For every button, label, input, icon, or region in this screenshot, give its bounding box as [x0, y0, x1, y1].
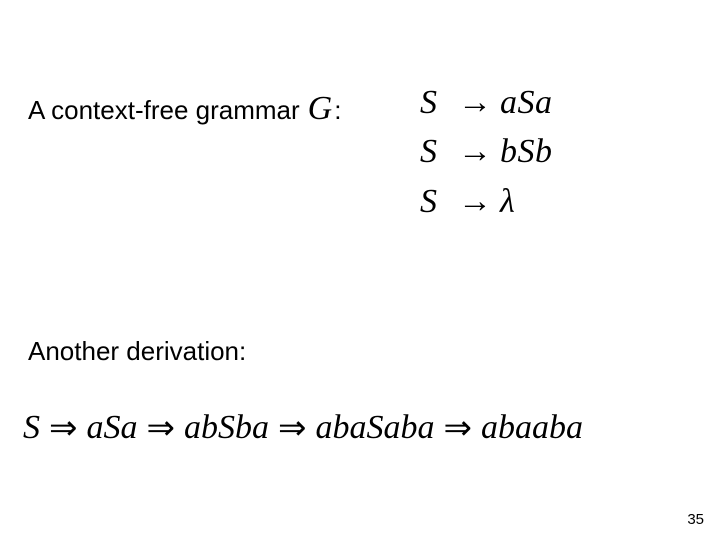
rule-lhs: S: [420, 78, 450, 127]
deriv-step: abaaba: [481, 409, 583, 447]
double-arrow-icon: ⇒: [49, 408, 78, 448]
derivation: S ⇒ aSa ⇒ abSba ⇒ abaSaba ⇒ abaaba: [20, 408, 720, 448]
page-number: 35: [687, 511, 704, 528]
grammar-symbol: G: [308, 90, 333, 128]
rule-lhs: S: [420, 127, 450, 176]
rule-rhs-text: aSa: [500, 84, 553, 121]
grammar-rules: S → aSa S → bSb S → λ: [420, 78, 553, 226]
rule-rhs: aSa: [500, 78, 553, 127]
arrow-icon: →: [450, 127, 500, 176]
deriv-step: abaSaba: [316, 409, 435, 447]
double-arrow-icon: ⇒: [444, 408, 473, 448]
intro-text: A context-free grammar: [28, 95, 300, 126]
rule-rhs: bSb: [500, 127, 553, 176]
rule-lhs: S: [420, 177, 450, 226]
another-derivation-label: Another derivation:: [28, 336, 246, 367]
arrow-icon: →: [450, 177, 500, 226]
deriv-step: aSa: [87, 409, 138, 447]
rule-3: S → λ: [420, 177, 553, 226]
intro-colon: :: [334, 95, 341, 126]
rule-rhs: λ: [500, 177, 515, 226]
deriv-step: abSba: [184, 409, 269, 447]
double-arrow-icon: ⇒: [147, 408, 176, 448]
rule-rhs-text: bSb: [500, 133, 553, 170]
rule-1: S → aSa: [420, 78, 553, 127]
intro-line: A context-free grammar G :: [28, 90, 341, 128]
rule-2: S → bSb: [420, 127, 553, 176]
double-arrow-icon: ⇒: [278, 408, 307, 448]
arrow-icon: →: [450, 78, 500, 127]
deriv-step: S: [23, 409, 40, 447]
rule-rhs-text: λ: [500, 183, 515, 220]
slide: A context-free grammar G : S → aSa S → b…: [0, 0, 720, 540]
